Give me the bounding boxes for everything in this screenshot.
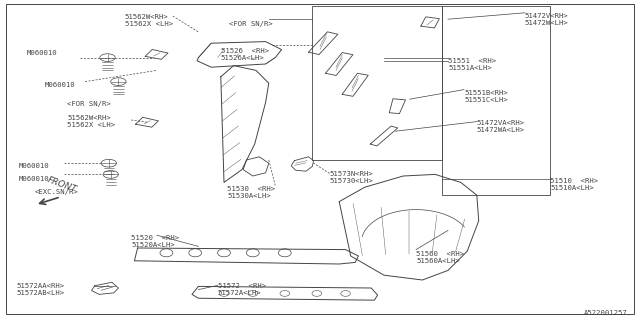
Text: 51562W<RH>
51562X <LH>: 51562W<RH> 51562X <LH> [67,115,115,128]
Text: M060010: M060010 [19,163,50,169]
Bar [312,6,442,160]
Bar [442,6,550,195]
Text: M060010: M060010 [19,176,50,182]
Text: M060010: M060010 [27,50,58,56]
Text: 51526  <RH>
51526A<LH>: 51526 <RH> 51526A<LH> [221,48,269,61]
Text: 51562W<RH>
51562X <LH>: 51562W<RH> 51562X <LH> [125,14,173,28]
Text: 51520  <RH>
51520A<LH>: 51520 <RH> 51520A<LH> [131,235,179,248]
Text: 51572AA<RH>
51572AB<LH>: 51572AA<RH> 51572AB<LH> [16,283,64,296]
Text: <FOR SN/R>: <FOR SN/R> [67,101,111,107]
Text: 51472V<RH>
51472W<LH>: 51472V<RH> 51472W<LH> [525,13,568,26]
Text: <EXC.SN/R>: <EXC.SN/R> [35,189,79,195]
Text: <FOR SN/R>: <FOR SN/R> [229,21,273,27]
Text: 51551  <RH>
51551A<LH>: 51551 <RH> 51551A<LH> [448,58,496,71]
Text: 51560  <RH>
51560A<LH>: 51560 <RH> 51560A<LH> [416,251,464,264]
Text: FRONT: FRONT [46,175,78,194]
Text: M060010: M060010 [45,82,76,88]
Text: A522001257: A522001257 [584,310,627,316]
Text: 51551B<RH>
51551C<LH>: 51551B<RH> 51551C<LH> [464,90,508,103]
Text: 51510  <RH>
51510A<LH>: 51510 <RH> 51510A<LH> [550,178,598,191]
Text: 51572  <RH>
51572A<LH>: 51572 <RH> 51572A<LH> [218,283,266,296]
Text: 51573N<RH>
515730<LH>: 51573N<RH> 515730<LH> [330,171,373,184]
Text: 51472VA<RH>
51472WA<LH>: 51472VA<RH> 51472WA<LH> [477,120,525,133]
Text: 51530  <RH>
51530A<LH>: 51530 <RH> 51530A<LH> [227,186,275,199]
